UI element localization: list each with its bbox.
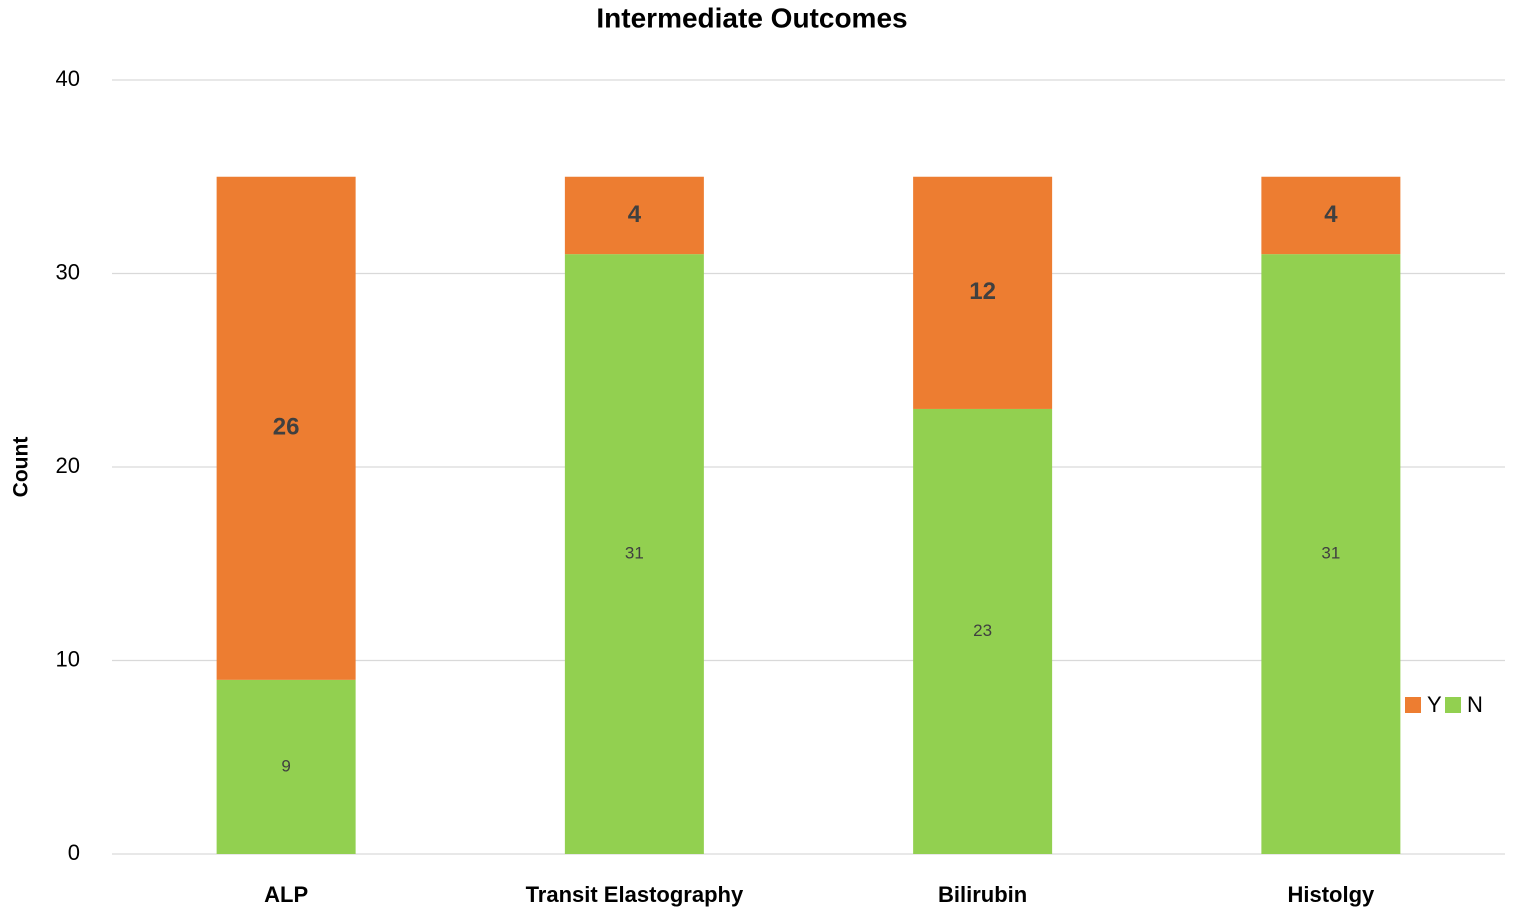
x-tick-label: Histolgy bbox=[1287, 882, 1375, 907]
bar-segment bbox=[564, 176, 704, 255]
bar-segment bbox=[1261, 254, 1401, 854]
data-label: 4 bbox=[628, 201, 642, 228]
data-label: 12 bbox=[969, 278, 996, 305]
x-tick-label: ALP bbox=[264, 882, 308, 907]
bar-segment bbox=[564, 254, 704, 854]
chart-title: Intermediate Outcomes bbox=[596, 2, 907, 33]
legend-label: Y bbox=[1427, 692, 1442, 717]
legend-swatch bbox=[1405, 697, 1421, 713]
data-label: 31 bbox=[1321, 544, 1340, 563]
bar-segment bbox=[216, 176, 356, 680]
y-axis-label: Count bbox=[10, 437, 33, 498]
data-label: 23 bbox=[973, 621, 992, 640]
data-label: 4 bbox=[1324, 201, 1338, 228]
bar-segment bbox=[1261, 176, 1401, 255]
y-tick-label: 10 bbox=[56, 646, 80, 671]
x-tick-label: Transit Elastography bbox=[526, 882, 744, 907]
y-tick-label: 30 bbox=[56, 259, 80, 284]
y-tick-label: 0 bbox=[68, 840, 80, 865]
legend-swatch bbox=[1445, 697, 1461, 713]
x-tick-label: Bilirubin bbox=[938, 882, 1027, 907]
legend-label: N bbox=[1467, 692, 1483, 717]
bar-segment bbox=[913, 176, 1053, 409]
y-tick-label: 40 bbox=[56, 66, 80, 91]
data-label: 31 bbox=[625, 544, 644, 563]
bar-segment bbox=[913, 408, 1053, 854]
data-label: 26 bbox=[273, 414, 300, 441]
bar-segment bbox=[216, 679, 356, 854]
y-tick-label: 20 bbox=[56, 453, 80, 478]
data-label: 9 bbox=[281, 756, 290, 775]
